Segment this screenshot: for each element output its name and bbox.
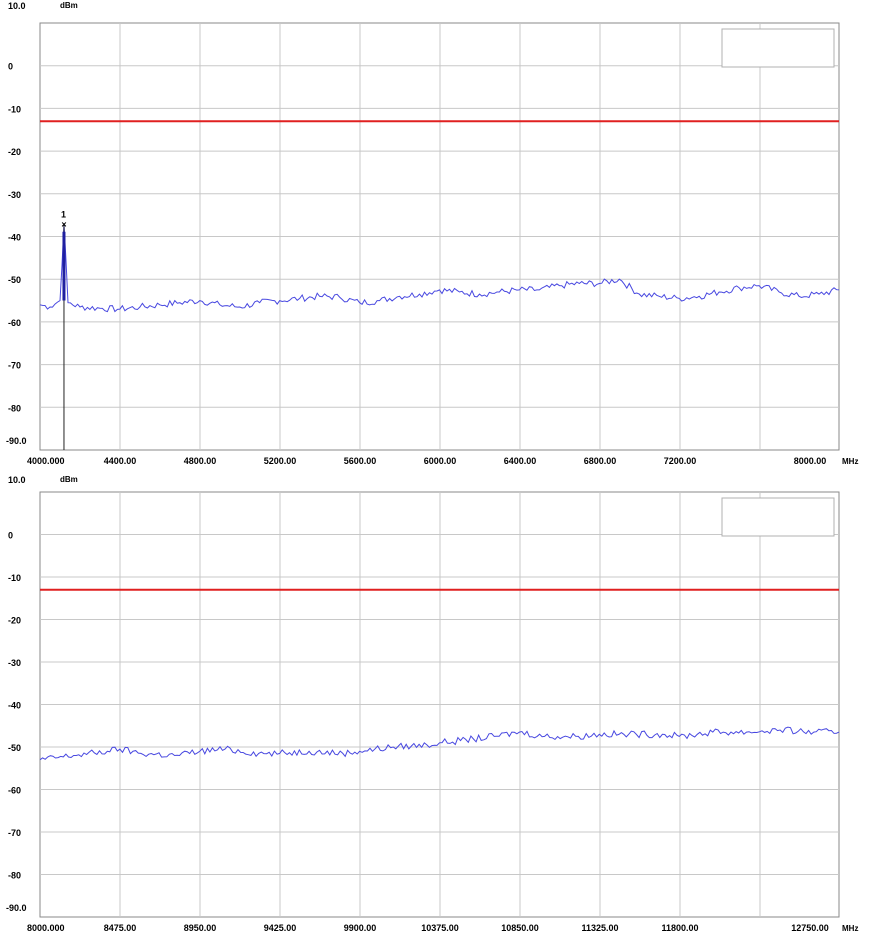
y-unit-label: dBm [60, 475, 78, 484]
x-tick-label: 10375.00 [421, 923, 459, 933]
y-unit-label: dBm [60, 1, 78, 10]
x-tick-label: 11800.00 [661, 923, 698, 933]
y-tick-label: -80 [8, 871, 21, 881]
y-top-label: 10.0 [8, 1, 26, 11]
y-tick-label: -70 [8, 828, 21, 838]
x-tick-label: 10850.00 [501, 923, 539, 933]
legend-box [722, 29, 834, 67]
x-tick-label: 5600.00 [344, 456, 377, 466]
y-tick-label: -60 [8, 318, 21, 328]
y-tick-label: -20 [8, 616, 21, 626]
x-unit-label: MHz [842, 457, 858, 466]
x-tick-label: 8000.00 [794, 456, 827, 466]
x-tick-label: 8000.000 [27, 923, 65, 933]
x-unit-label: MHz [842, 924, 858, 933]
y-tick-label: -30 [8, 190, 21, 200]
x-tick-label: 9425.00 [264, 923, 297, 933]
x-tick-label: 12750.00 [791, 923, 829, 933]
x-tick-label: 4800.00 [184, 456, 217, 466]
y-tick-label: -10 [8, 104, 21, 114]
y-tick-label: 0 [8, 62, 13, 72]
x-tick-label: 8950.00 [184, 923, 217, 933]
y-tick-label: 0 [8, 531, 13, 541]
x-tick-label: 7200.00 [664, 456, 697, 466]
y-tick-label: -50 [8, 743, 21, 753]
y-bottom-label: -90.0 [6, 903, 27, 913]
y-tick-label: -20 [8, 147, 21, 157]
y-tick-label: -70 [8, 361, 21, 371]
x-tick-label: 4000.000 [27, 456, 65, 466]
x-tick-label: 8475.00 [104, 923, 137, 933]
marker-x-icon: × [61, 220, 66, 230]
y-tick-label: -40 [8, 701, 21, 711]
y-tick-label: -50 [8, 275, 21, 285]
x-tick-label: 4400.00 [104, 456, 137, 466]
y-tick-label: -10 [8, 573, 21, 583]
marker-label: 1 [61, 210, 66, 220]
legend-box [722, 498, 834, 536]
x-tick-label: 6800.00 [584, 456, 617, 466]
y-tick-label: -40 [8, 233, 21, 243]
y-tick-label: -60 [8, 786, 21, 796]
x-tick-label: 9900.00 [344, 923, 377, 933]
y-bottom-label: -90.0 [6, 436, 27, 446]
y-tick-label: -80 [8, 403, 21, 413]
y-tick-label: -30 [8, 658, 21, 668]
y-top-label: 10.0 [8, 475, 26, 485]
x-tick-label: 6000.00 [424, 456, 457, 466]
x-tick-label: 5200.00 [264, 456, 297, 466]
x-tick-label: 6400.00 [504, 456, 537, 466]
x-tick-label: 11325.00 [581, 923, 618, 933]
